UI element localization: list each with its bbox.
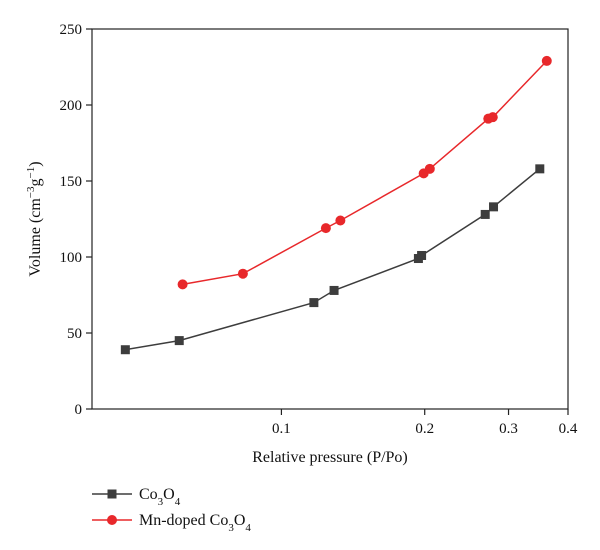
x-axis-title: Relative pressure (P/Po) bbox=[252, 449, 408, 466]
data-point-square bbox=[489, 202, 499, 212]
data-point-circle bbox=[320, 223, 331, 234]
data-point-circle bbox=[177, 279, 188, 290]
data-point-circle bbox=[541, 55, 552, 66]
legend-label-mn-doped: Mn-doped Co3O4 bbox=[139, 512, 251, 534]
y-tick-label: 100 bbox=[60, 250, 83, 266]
y-axis-ticks: 0 50 100 150 200 250 bbox=[60, 22, 92, 418]
legend-item-mn-doped: Mn-doped Co3O4 bbox=[92, 512, 251, 534]
legend-marker-square bbox=[107, 489, 117, 499]
x-tick-label: 0.2 bbox=[415, 421, 434, 437]
data-point-square bbox=[417, 250, 427, 260]
data-point-square bbox=[535, 164, 545, 174]
y-tick-label: 200 bbox=[60, 98, 83, 114]
data-point-square bbox=[120, 345, 130, 355]
series-line-1 bbox=[182, 60, 548, 286]
data-point-square bbox=[329, 285, 339, 295]
series-layer bbox=[120, 55, 552, 355]
legend-label-co3o4: Co3O4 bbox=[139, 486, 181, 508]
plot-frame bbox=[91, 28, 569, 410]
y-tick-label: 150 bbox=[60, 174, 83, 190]
data-point-circle bbox=[487, 112, 498, 123]
data-point-square bbox=[174, 336, 184, 346]
data-point-circle bbox=[424, 163, 435, 174]
data-point-square bbox=[309, 298, 319, 308]
data-point-square bbox=[480, 209, 490, 219]
x-axis-ticks: 0.1 0.2 0.3 0.4 bbox=[272, 409, 578, 437]
y-tick-label: 0 bbox=[75, 402, 83, 418]
series-line-0 bbox=[125, 168, 541, 351]
legend-marker-circle bbox=[107, 515, 117, 525]
data-point-circle bbox=[237, 268, 248, 279]
x-tick-label: 0.3 bbox=[499, 421, 518, 437]
x-tick-label: 0.4 bbox=[559, 421, 578, 437]
legend-item-co3o4: Co3O4 bbox=[92, 486, 181, 508]
x-tick-label: 0.1 bbox=[272, 421, 291, 437]
y-axis-title: Volume (cm−3g−1) bbox=[25, 161, 44, 276]
y-tick-label: 250 bbox=[60, 22, 83, 38]
data-point-circle bbox=[335, 215, 346, 226]
y-tick-label: 50 bbox=[67, 326, 82, 342]
legend: Co3O4 Mn-doped Co3O4 bbox=[92, 486, 251, 534]
